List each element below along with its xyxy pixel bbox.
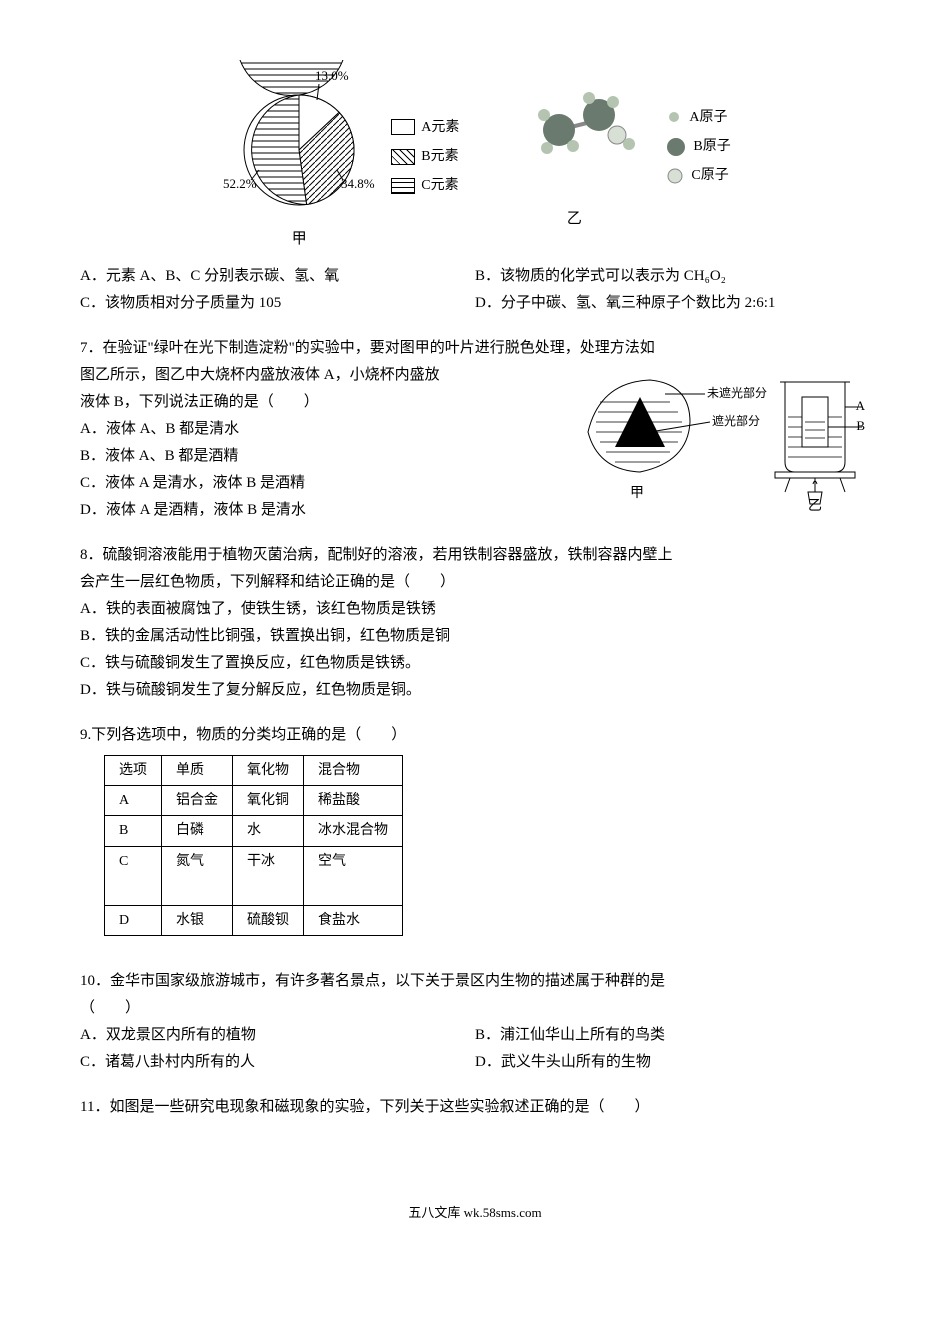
legend-b-label: B元素 — [421, 144, 458, 169]
q7-figure: 未遮光部分 遮光部分 甲 — [570, 362, 870, 522]
legend-a: A元素 — [391, 115, 459, 140]
q7-opt-b: B．液体 A、B 都是酒精 — [80, 443, 560, 470]
q8-opt-c: C．铁与硫酸铜发生了置换反应，红色物质是铁锈。 — [80, 650, 870, 677]
leaf-beaker-icon: 未遮光部分 遮光部分 甲 — [570, 362, 870, 512]
legend-a-label: A元素 — [421, 115, 459, 140]
atom-b-label: B原子 — [693, 134, 730, 159]
table-row: A 铝合金 氧化铜 稀盐酸 — [105, 786, 403, 816]
q9-stem: 9.下列各选项中，物质的分类均正确的是（ ） — [80, 722, 870, 749]
q8-opt-a: A．铁的表面被腐蚀了，使铁生锈，该红色物质是铁锈 — [80, 596, 870, 623]
q10-options: A．双龙景区内所有的植物 B．浦江仙华山上所有的鸟类 C．诸葛八卦村内所有的人 … — [80, 1022, 870, 1076]
table-row: D 水银 硫酸钡 食盐水 — [105, 905, 403, 935]
q6-opt-a: A．元素 A、B、C 分别表示碳、氢、氧 — [80, 263, 475, 290]
lbl-unshaded: 未遮光部分 — [707, 385, 767, 400]
q10: 10．金华市国家级旅游城市，有许多著名景点，以下关于景区内生物的描述属于种群的是… — [80, 968, 870, 1076]
q6-pie-legend: A元素 B元素 C元素 — [391, 111, 459, 203]
atom-a: A原子 — [665, 105, 730, 130]
legend-c-label: C元素 — [421, 173, 458, 198]
atom-c-label: C原子 — [691, 163, 728, 188]
q10-opt-a: A．双龙景区内所有的植物 — [80, 1022, 475, 1049]
th-3: 混合物 — [304, 756, 403, 786]
pct-c: 52.2% — [223, 176, 257, 191]
q9-table: 选项 单质 氧化物 混合物 A 铝合金 氧化铜 稀盐酸 B 白磷 水 冰水混合物… — [104, 755, 403, 936]
molecule-icon — [499, 60, 649, 200]
lbl-shaded: 遮光部分 — [712, 413, 760, 428]
q6-figure-row: 13.0% 34.8% 52.2% 甲 A元素 B元素 C元素 — [80, 60, 870, 253]
q8-opt-d: D．铁与硫酸铜发生了复分解反应，红色物质是铜。 — [80, 677, 870, 704]
q11: 11．如图是一些研究电现象和磁现象的实验，下列关于这些实验叙述正确的是（ ） — [80, 1094, 870, 1121]
q10-opt-c: C．诸葛八卦村内所有的人 — [80, 1049, 475, 1076]
q7-options: A．液体 A、B 都是清水 B．液体 A、B 都是酒精 C．液体 A 是清水，液… — [80, 416, 560, 524]
q8: 8．硫酸铜溶液能用于植物灭菌治病，配制好的溶液，若用铁制容器盛放，铁制容器内壁上… — [80, 542, 870, 704]
legend-b: B元素 — [391, 144, 459, 169]
q8-stem2: 会产生一层红色物质，下列解释和结论正确的是（ ） — [80, 569, 870, 596]
pct-a: 13.0% — [315, 68, 349, 83]
atom-b: B原子 — [665, 134, 730, 159]
q7-opt-a: A．液体 A、B 都是清水 — [80, 416, 560, 443]
q6-opt-d: D．分子中碳、氢、氧三种原子个数比为 2:6:1 — [475, 290, 870, 317]
q10-opt-d: D．武义牛头山所有的生物 — [475, 1049, 870, 1076]
q6-pie-caption: 甲 — [292, 226, 307, 253]
q10-opt-b: B．浦江仙华山上所有的鸟类 — [475, 1022, 870, 1049]
q7: 7．在验证"绿叶在光下制造淀粉"的实验中，要对图甲的叶片进行脱色处理，处理方法如… — [80, 335, 870, 524]
q6-opt-b: B．该物质的化学式可以表示为 CH₆O₂ — [475, 263, 870, 290]
q7-label-b: B — [856, 418, 865, 433]
q8-opt-b: B．铁的金属活动性比铜强，铁置换出铜，红色物质是铜 — [80, 623, 870, 650]
pct-b: 34.8% — [341, 176, 375, 191]
q6-pie-block: 13.0% 34.8% 52.2% 甲 A元素 B元素 C元素 — [219, 60, 459, 253]
q8-options: A．铁的表面被腐蚀了，使铁生锈，该红色物质是铁锈 B．铁的金属活动性比铜强，铁置… — [80, 596, 870, 704]
th-0: 选项 — [105, 756, 162, 786]
pie-chart-icon: 13.0% 34.8% 52.2% — [219, 60, 379, 220]
atom-c: C原子 — [665, 163, 730, 188]
q9: 9.下列各选项中，物质的分类均正确的是（ ） 选项 单质 氧化物 混合物 A 铝… — [80, 722, 870, 936]
q7-stem3: 液体 B，下列说法正确的是（ ） — [80, 389, 560, 416]
q7-stem2: 图乙所示，图乙中大烧杯内盛放液体 A，小烧杯内盛放 — [80, 362, 560, 389]
q6-mol-caption: 乙 — [567, 206, 582, 233]
q6-opt-c: C．该物质相对分子质量为 105 — [80, 290, 475, 317]
table-row: C 氮气 干冰 空气 — [105, 846, 403, 905]
q6-pie-col: 13.0% 34.8% 52.2% 甲 — [219, 60, 379, 253]
table-row: 选项 单质 氧化物 混合物 — [105, 756, 403, 786]
q6-mol-col: 乙 — [499, 60, 649, 233]
table-row: B 白磷 水 冰水混合物 — [105, 816, 403, 846]
q6-mol-block: 乙 A原子 B原子 C原子 — [499, 60, 730, 233]
q11-stem: 11．如图是一些研究电现象和磁现象的实验，下列关于这些实验叙述正确的是（ ） — [80, 1094, 870, 1121]
q7-opt-d: D．液体 A 是酒精，液体 B 是清水 — [80, 497, 560, 524]
q10-stem2: （ ） — [80, 995, 870, 1022]
q6-options: A．元素 A、B、C 分别表示碳、氢、氧 B．该物质的化学式可以表示为 CH₆O… — [80, 263, 870, 317]
legend-c: C元素 — [391, 173, 459, 198]
q8-stem1: 8．硫酸铜溶液能用于植物灭菌治病，配制好的溶液，若用铁制容器盛放，铁制容器内壁上 — [80, 542, 870, 569]
atom-a-label: A原子 — [689, 105, 727, 130]
q7-cap-jia: 甲 — [630, 486, 644, 501]
page-footer: 五八文库 wk.58sms.com — [80, 1201, 870, 1224]
th-1: 单质 — [162, 756, 233, 786]
q7-opt-c: C．液体 A 是清水，液体 B 是酒精 — [80, 470, 560, 497]
q7-stem1: 7．在验证"绿叶在光下制造淀粉"的实验中，要对图甲的叶片进行脱色处理，处理方法如 — [80, 335, 870, 362]
q10-stem1: 10．金华市国家级旅游城市，有许多著名景点，以下关于景区内生物的描述属于种群的是 — [80, 968, 870, 995]
q7-cap-yi: 乙 — [808, 498, 822, 512]
q6-mol-legend: A原子 B原子 C原子 — [665, 101, 730, 193]
q7-label-a: A — [856, 398, 866, 413]
th-2: 氧化物 — [233, 756, 304, 786]
